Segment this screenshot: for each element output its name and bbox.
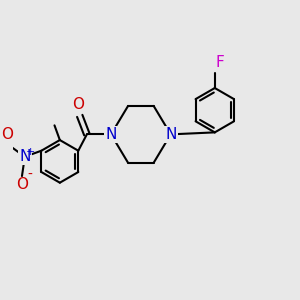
- Text: O: O: [72, 97, 84, 112]
- Text: N: N: [165, 127, 176, 142]
- Text: N: N: [105, 127, 117, 142]
- Text: N: N: [19, 149, 31, 164]
- Text: O: O: [1, 127, 13, 142]
- Text: +: +: [26, 147, 35, 157]
- Text: -: -: [28, 168, 32, 182]
- Text: F: F: [216, 56, 224, 70]
- Text: O: O: [16, 178, 28, 193]
